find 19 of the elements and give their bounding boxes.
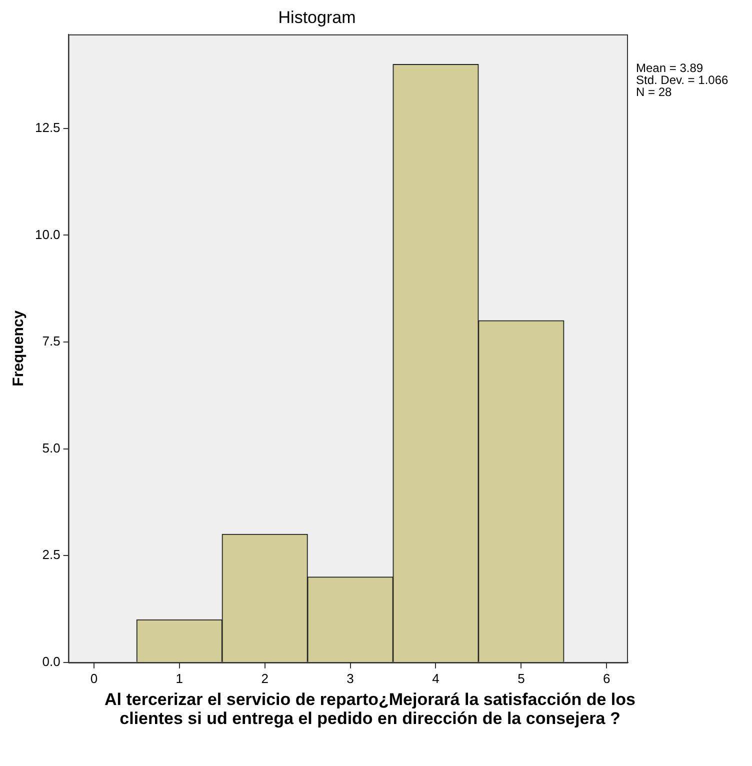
y-tick-label: 0.0	[42, 654, 60, 669]
text: N = 28	[636, 85, 673, 99]
chart-title: Histogram	[278, 8, 356, 27]
y-axis-title: Frequency	[10, 310, 28, 386]
x-tick-label: 0	[90, 670, 98, 686]
y-tick-label: 5.0	[42, 440, 60, 456]
x-tick-label: 4	[432, 670, 440, 686]
x-axis-title: Al tercerizar el servicio de reparto¿Mejorará la satisfacción de los clientes si ud entrega el pedido en dirección de la consejera ?	[103, 690, 636, 728]
x-tick-label: 3	[346, 670, 354, 686]
y-tick-label: 2.5	[42, 547, 60, 562]
x-tick-label: 2	[261, 670, 268, 686]
y-tick-label: 7.5	[42, 334, 60, 349]
y-tick-label: 10.0	[34, 226, 60, 242]
x-tick-label: 5	[518, 670, 525, 686]
text: Mean = 3.89	[636, 61, 704, 75]
text: Std. Dev. = 1.066	[636, 73, 728, 87]
x-tick-label: 1	[176, 670, 184, 686]
x-tick-label: 6	[603, 670, 610, 686]
y-tick-label: 12.5	[34, 120, 60, 135]
